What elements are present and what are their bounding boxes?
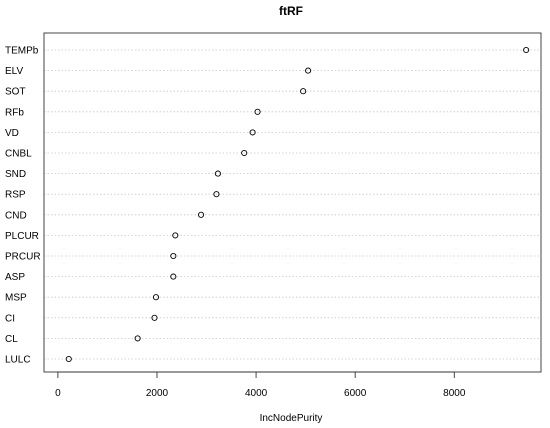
category-label: CNBL	[5, 149, 32, 160]
category-label: VD	[5, 128, 19, 139]
data-point	[172, 232, 179, 239]
x-tick-label: 4000	[245, 388, 268, 399]
category-label: ELV	[5, 66, 23, 77]
data-point	[214, 170, 221, 177]
data-point	[305, 67, 312, 74]
category-label: SND	[5, 169, 26, 180]
data-point	[152, 294, 160, 301]
data-point	[170, 252, 177, 260]
category-label: MSP	[5, 293, 27, 304]
x-axis: 0 2000 4000 6000 8000	[55, 371, 466, 399]
data-point	[134, 335, 141, 342]
category-label: PLCUR	[5, 231, 39, 242]
category-label: PRCUR	[5, 252, 41, 263]
x-tick-label: 8000	[443, 388, 466, 399]
data-point	[241, 149, 248, 157]
category-label: CND	[5, 210, 27, 221]
data-point	[254, 108, 261, 115]
category-label: CI	[5, 313, 15, 324]
x-axis-label: IncNodePurity	[260, 413, 323, 424]
grid-lines	[44, 49, 541, 360]
category-label: CL	[5, 334, 18, 345]
data-point	[523, 46, 530, 54]
chart-title: ftRF	[279, 4, 303, 18]
data-point	[151, 314, 158, 321]
data-point	[300, 88, 307, 95]
data-points	[65, 46, 530, 363]
category-label: RFb	[5, 107, 24, 118]
data-point	[170, 273, 177, 280]
data-point	[213, 191, 220, 198]
x-tick-label: 0	[55, 388, 61, 399]
category-label: ASP	[5, 272, 25, 283]
data-point	[198, 211, 205, 218]
plot-frame	[43, 32, 542, 373]
data-point	[65, 355, 72, 363]
category-label: LULC	[5, 355, 31, 366]
data-point	[249, 129, 256, 136]
x-tick-label: 6000	[344, 388, 367, 399]
x-tick-label: 2000	[146, 388, 169, 399]
category-label: TEMPb	[5, 46, 39, 57]
category-label: RSP	[5, 190, 26, 201]
category-label: SOT	[5, 87, 26, 98]
category-labels: TEMPb ELV SOT RFb VD CNBL SND RSP CND PLCUR PRCUR A…	[5, 46, 41, 366]
